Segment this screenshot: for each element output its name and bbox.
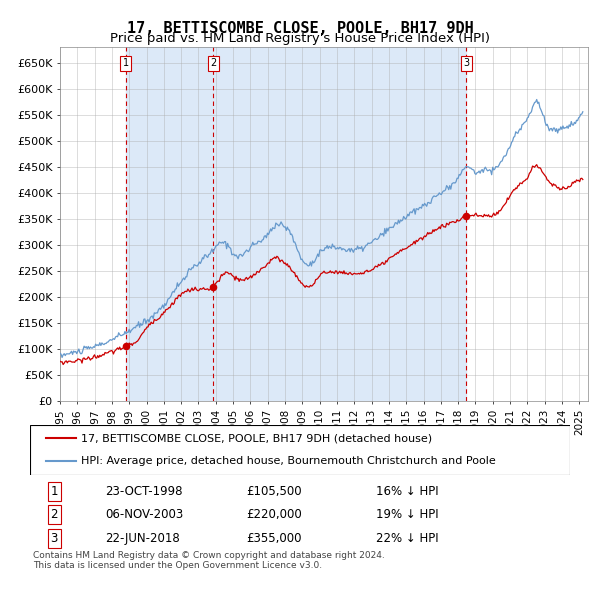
- Text: 1: 1: [50, 484, 58, 498]
- Text: 17, BETTISCOMBE CLOSE, POOLE, BH17 9DH: 17, BETTISCOMBE CLOSE, POOLE, BH17 9DH: [127, 21, 473, 35]
- Text: 22-JUN-2018: 22-JUN-2018: [106, 532, 181, 545]
- FancyBboxPatch shape: [30, 425, 570, 475]
- Text: £355,000: £355,000: [246, 532, 302, 545]
- Text: 17, BETTISCOMBE CLOSE, POOLE, BH17 9DH (detached house): 17, BETTISCOMBE CLOSE, POOLE, BH17 9DH (…: [82, 433, 433, 443]
- Point: [121, 342, 131, 351]
- Text: HPI: Average price, detached house, Bournemouth Christchurch and Poole: HPI: Average price, detached house, Bour…: [82, 457, 496, 467]
- Text: 2: 2: [210, 58, 217, 68]
- Text: 06-NOV-2003: 06-NOV-2003: [106, 508, 184, 522]
- Text: Contains HM Land Registry data © Crown copyright and database right 2024.: Contains HM Land Registry data © Crown c…: [33, 550, 385, 559]
- Text: 3: 3: [463, 58, 469, 68]
- Text: 23-OCT-1998: 23-OCT-1998: [106, 484, 183, 498]
- Text: 19% ↓ HPI: 19% ↓ HPI: [376, 508, 438, 522]
- Text: Price paid vs. HM Land Registry's House Price Index (HPI): Price paid vs. HM Land Registry's House …: [110, 32, 490, 45]
- Text: 16% ↓ HPI: 16% ↓ HPI: [376, 484, 438, 498]
- Text: £220,000: £220,000: [246, 508, 302, 522]
- Point: [208, 282, 218, 291]
- Text: 22% ↓ HPI: 22% ↓ HPI: [376, 532, 438, 545]
- Text: £105,500: £105,500: [246, 484, 302, 498]
- Bar: [126, 47, 466, 401]
- Text: This data is licensed under the Open Government Licence v3.0.: This data is licensed under the Open Gov…: [33, 560, 322, 569]
- Text: 1: 1: [123, 58, 129, 68]
- Text: 2: 2: [50, 508, 58, 522]
- Text: 3: 3: [50, 532, 58, 545]
- Point: [461, 212, 471, 221]
